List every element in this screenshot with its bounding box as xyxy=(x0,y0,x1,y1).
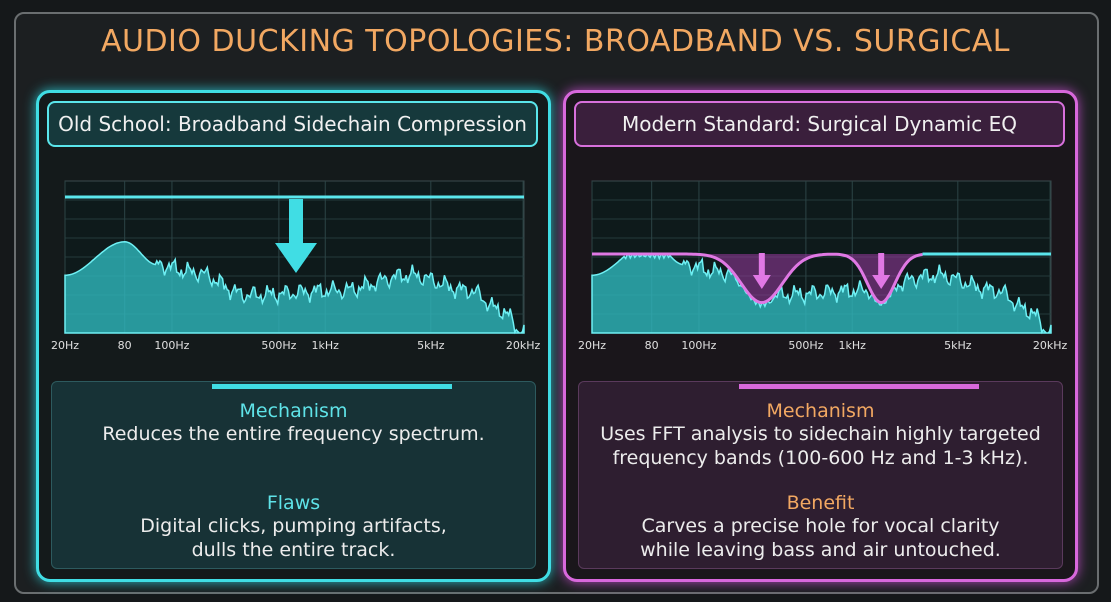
section-label: Benefit xyxy=(786,492,855,514)
section-text: Digital clicks, pumping artifacts, xyxy=(140,515,447,537)
cut-arrow xyxy=(872,253,891,289)
frequency-label: 500Hz xyxy=(261,339,297,352)
panel: Modern Standard: Surgical Dynamic EQ 20H… xyxy=(563,90,1078,582)
info-box: Mechanism Uses FFT analysis to sidechain … xyxy=(578,381,1063,569)
spectrum-chart xyxy=(591,180,1052,335)
section-text: Uses FFT analysis to sidechain highly ta… xyxy=(600,423,1041,445)
accent-bar xyxy=(739,384,979,389)
panel-heading: Modern Standard: Surgical Dynamic EQ xyxy=(574,101,1065,147)
info-section: Mechanism Reduces the entire frequency sp… xyxy=(60,400,527,446)
frequency-label: 100Hz xyxy=(154,339,190,352)
panel-heading: Old School: Broadband Sidechain Compress… xyxy=(47,101,538,147)
frequency-label: 1kHz xyxy=(838,339,866,352)
info-section: Mechanism Uses FFT analysis to sidechain … xyxy=(587,400,1054,470)
frequency-label: 20kHz xyxy=(505,339,541,352)
frequency-label: 20Hz xyxy=(50,339,80,352)
panel: Old School: Broadband Sidechain Compress… xyxy=(36,90,551,582)
frequency-label: 80 xyxy=(117,339,132,352)
frequency-label: 20Hz xyxy=(577,339,607,352)
frequency-label: 20kHz xyxy=(1032,339,1068,352)
section-text: dulls the entire track. xyxy=(191,539,396,561)
spectrum xyxy=(64,241,525,335)
section-label: Mechanism xyxy=(239,400,348,422)
spectrum-chart xyxy=(64,180,525,335)
section-label: Mechanism xyxy=(766,400,875,422)
section-text: Carves a precise hole for vocal clarity xyxy=(641,515,1000,537)
spectrum xyxy=(591,252,1052,335)
eq-curve xyxy=(592,252,923,305)
title: AUDIO DUCKING TOPOLOGIES: BROADBAND VS. … xyxy=(100,24,1011,59)
frequency-label: 5kHz xyxy=(944,339,972,352)
section-text: Reduces the entire frequency spectrum. xyxy=(102,423,485,445)
info-section: Benefit Carves a precise hole for vocal c… xyxy=(587,492,1054,562)
frequency-label: 80 xyxy=(644,339,659,352)
frequency-label: 5kHz xyxy=(417,339,445,352)
info-box: Mechanism Reduces the entire frequency sp… xyxy=(51,381,536,569)
frequency-label: 100Hz xyxy=(681,339,717,352)
duck-arrow xyxy=(275,199,317,273)
frequency-label: 1kHz xyxy=(311,339,339,352)
accent-bar xyxy=(212,384,452,389)
cut-arrow xyxy=(752,253,771,289)
info-section: Flaws Digital clicks, pumping artifacts, d… xyxy=(60,492,527,562)
frequency-label: 500Hz xyxy=(788,339,824,352)
section-label: Flaws xyxy=(266,492,321,514)
section-text: while leaving bass and air untouched. xyxy=(640,539,1001,561)
section-text: frequency bands (100-600 Hz and 1-3 kHz)… xyxy=(612,447,1029,469)
